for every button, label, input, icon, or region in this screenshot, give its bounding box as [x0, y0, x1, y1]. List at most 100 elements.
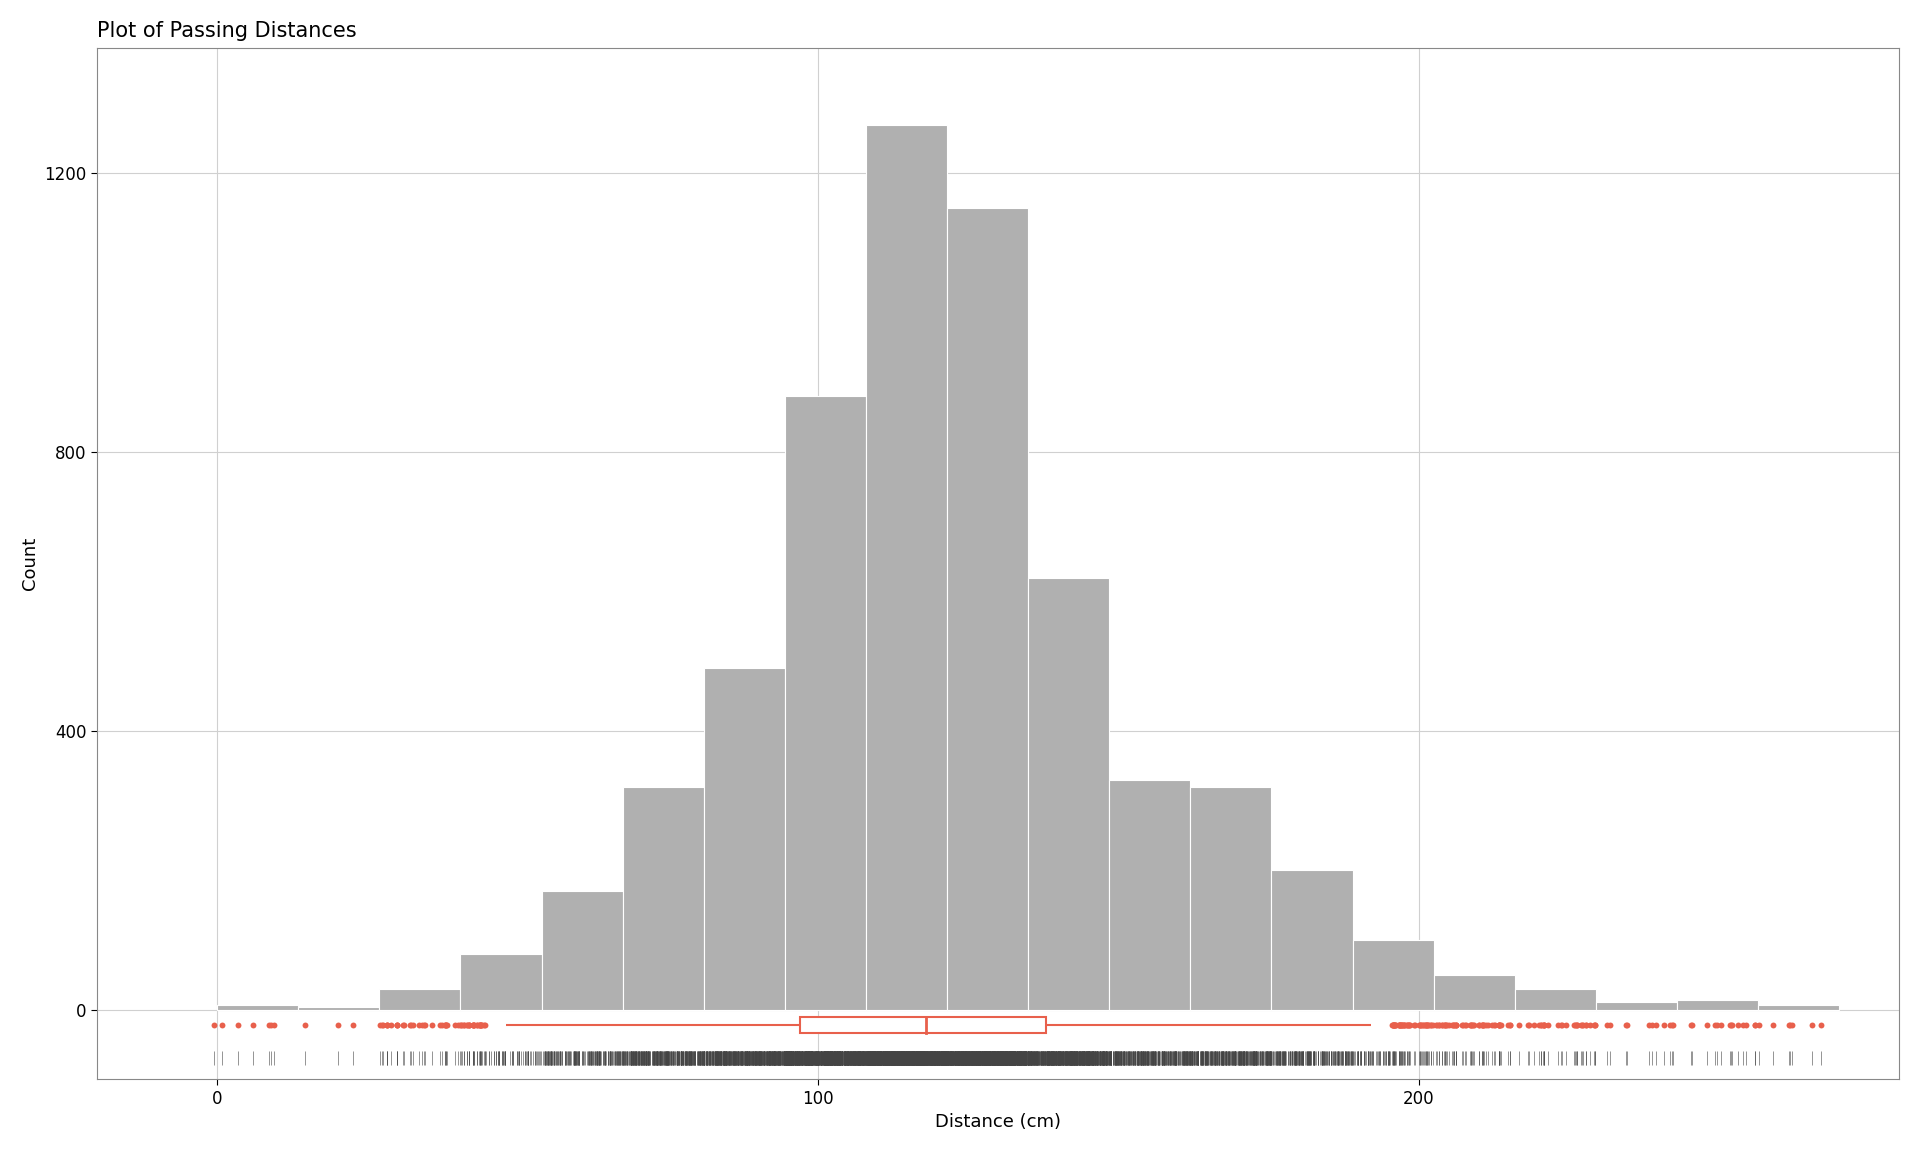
Point — [1484, 1016, 1515, 1034]
Point — [376, 1016, 407, 1034]
Point — [1774, 1016, 1805, 1034]
Point — [1430, 1016, 1461, 1034]
Point — [1407, 1016, 1438, 1034]
Point — [445, 1016, 476, 1034]
Bar — [1190, 787, 1271, 1009]
Point — [1404, 1016, 1434, 1034]
Point — [1473, 1016, 1503, 1034]
Point — [1384, 1016, 1415, 1034]
Point — [407, 1016, 438, 1034]
Point — [1513, 1016, 1544, 1034]
Point — [1377, 1016, 1407, 1034]
Point — [372, 1016, 403, 1034]
Point — [1676, 1016, 1707, 1034]
Point — [1551, 1016, 1582, 1034]
Bar — [1676, 1000, 1759, 1009]
Point — [1425, 1016, 1455, 1034]
Point — [1528, 1016, 1559, 1034]
Point — [1519, 1016, 1549, 1034]
Point — [1728, 1016, 1759, 1034]
Point — [430, 1016, 461, 1034]
Point — [1674, 1016, 1705, 1034]
Point — [1594, 1016, 1624, 1034]
Bar — [785, 396, 866, 1009]
Point — [1513, 1016, 1544, 1034]
Point — [338, 1016, 369, 1034]
Point — [1377, 1016, 1407, 1034]
Point — [1655, 1016, 1686, 1034]
Bar — [866, 124, 947, 1009]
Point — [1411, 1016, 1442, 1034]
Point — [290, 1016, 321, 1034]
Point — [1386, 1016, 1417, 1034]
Point — [453, 1016, 484, 1034]
Point — [426, 1016, 457, 1034]
Point — [1386, 1016, 1417, 1034]
Point — [1392, 1016, 1423, 1034]
Point — [1436, 1016, 1467, 1034]
Point — [1561, 1016, 1592, 1034]
Point — [382, 1016, 413, 1034]
Point — [1526, 1016, 1557, 1034]
Point — [1486, 1016, 1517, 1034]
Bar — [217, 1006, 298, 1009]
Point — [1457, 1016, 1488, 1034]
Point — [449, 1016, 480, 1034]
Point — [457, 1016, 488, 1034]
Point — [1469, 1016, 1500, 1034]
Point — [1413, 1016, 1444, 1034]
Point — [1428, 1016, 1459, 1034]
Point — [1699, 1016, 1730, 1034]
Point — [409, 1016, 440, 1034]
Point — [1379, 1016, 1409, 1034]
Point — [1532, 1016, 1563, 1034]
Point — [453, 1016, 484, 1034]
Point — [223, 1016, 253, 1034]
Point — [465, 1016, 495, 1034]
Point — [1705, 1016, 1736, 1034]
Point — [1438, 1016, 1469, 1034]
Point — [1392, 1016, 1423, 1034]
Point — [1446, 1016, 1476, 1034]
Text: Plot of Passing Distances: Plot of Passing Distances — [98, 21, 357, 40]
Point — [1467, 1016, 1498, 1034]
Point — [1546, 1016, 1576, 1034]
Point — [1398, 1016, 1428, 1034]
Point — [468, 1016, 499, 1034]
Point — [468, 1016, 499, 1034]
Point — [465, 1016, 495, 1034]
Point — [1442, 1016, 1473, 1034]
Point — [1480, 1016, 1511, 1034]
Point — [1542, 1016, 1572, 1034]
Point — [1657, 1016, 1688, 1034]
Point — [1423, 1016, 1453, 1034]
Point — [1384, 1016, 1415, 1034]
Point — [1503, 1016, 1534, 1034]
Point — [1457, 1016, 1488, 1034]
Point — [1657, 1016, 1688, 1034]
Point — [1450, 1016, 1480, 1034]
Point — [1390, 1016, 1421, 1034]
Point — [238, 1016, 269, 1034]
Point — [461, 1016, 492, 1034]
Point — [1561, 1016, 1592, 1034]
Point — [424, 1016, 455, 1034]
Point — [1405, 1016, 1436, 1034]
Point — [1440, 1016, 1471, 1034]
Point — [1592, 1016, 1622, 1034]
Point — [367, 1016, 397, 1034]
Point — [1649, 1016, 1680, 1034]
Point — [1415, 1016, 1446, 1034]
Point — [1427, 1016, 1457, 1034]
Point — [1411, 1016, 1442, 1034]
Bar — [1515, 988, 1596, 1009]
Point — [1409, 1016, 1440, 1034]
Point — [465, 1016, 495, 1034]
Point — [1463, 1016, 1494, 1034]
Point — [403, 1016, 434, 1034]
Point — [459, 1016, 490, 1034]
Point — [1388, 1016, 1419, 1034]
Point — [388, 1016, 419, 1034]
Point — [1478, 1016, 1509, 1034]
Point — [255, 1016, 286, 1034]
